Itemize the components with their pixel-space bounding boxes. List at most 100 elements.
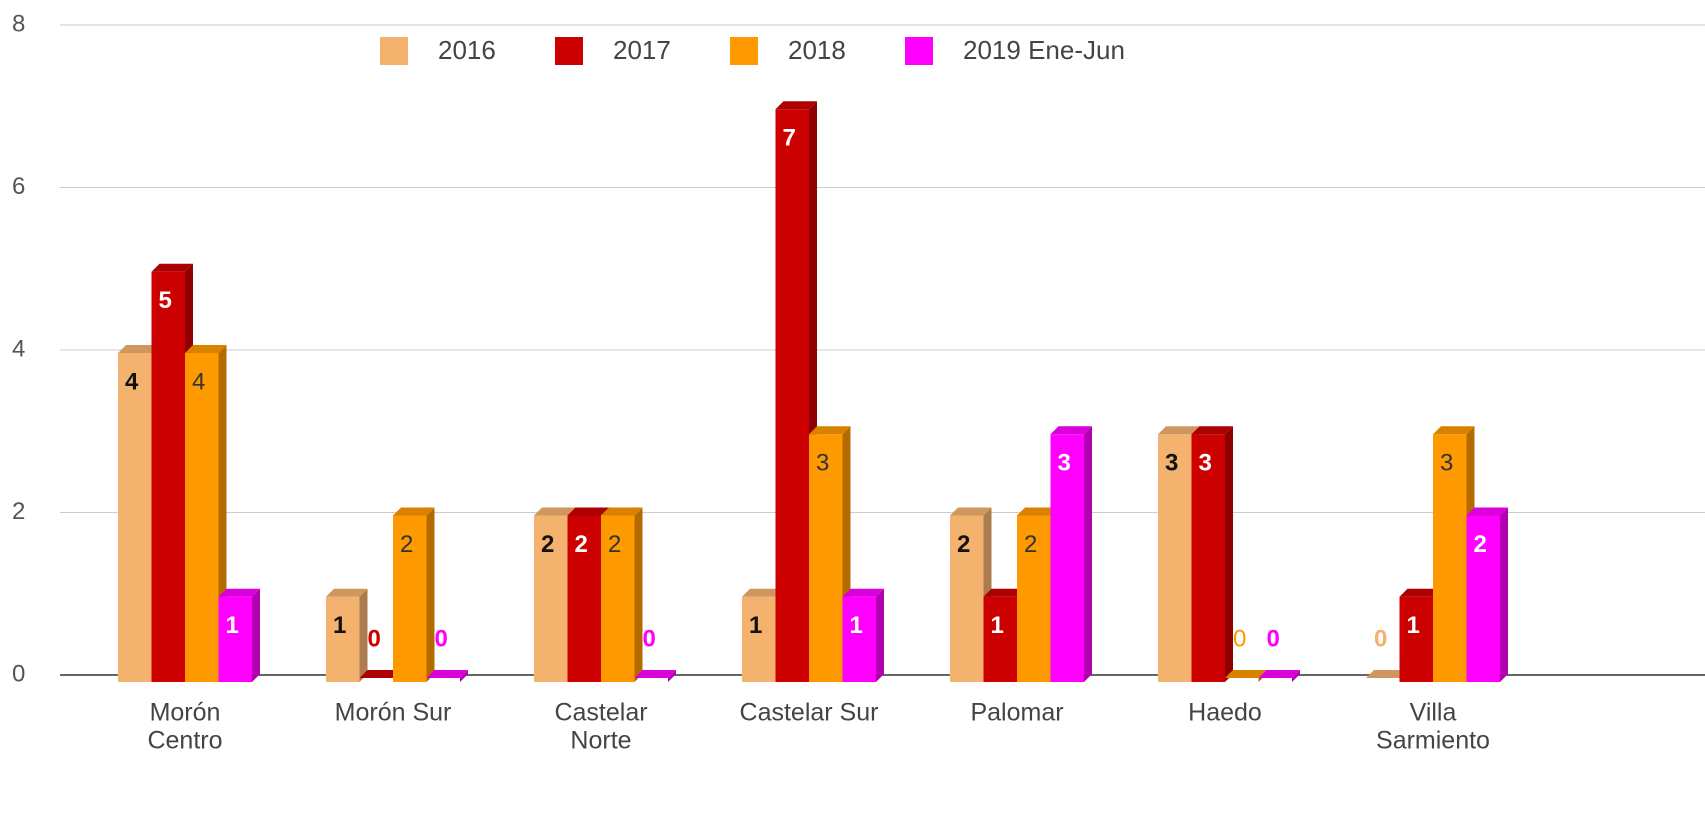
- bar-top: [567, 507, 609, 516]
- x-tick-label: Haedo: [1188, 699, 1262, 727]
- bar-top: [326, 588, 368, 597]
- bar-top: [983, 588, 1025, 597]
- bar: [326, 588, 368, 682]
- y-tick-label: 6: [12, 173, 25, 200]
- legend-label: 2018: [788, 35, 846, 65]
- bar: [634, 670, 676, 682]
- bar-front: [218, 596, 252, 682]
- bar-top: [742, 588, 784, 597]
- value-label: 2: [400, 531, 413, 558]
- legend-label: 2019 Ene-Jun: [963, 35, 1125, 65]
- bar-top: [809, 426, 851, 435]
- x-tick-label: Centro: [147, 727, 222, 755]
- bar-front: [1466, 515, 1500, 682]
- bar-top: [1433, 426, 1475, 435]
- value-label: 2: [608, 531, 621, 558]
- bar: [218, 588, 260, 682]
- bar: [1050, 426, 1092, 682]
- bar-front: [118, 353, 152, 682]
- value-label: 2: [541, 531, 554, 558]
- x-tick-label: Norte: [570, 727, 631, 755]
- value-label: 3: [1199, 450, 1212, 477]
- x-tick-label: Villa: [1410, 699, 1457, 727]
- bar-top: [426, 670, 468, 678]
- value-label: 5: [159, 287, 172, 314]
- value-label: 2: [575, 531, 588, 558]
- value-label: 1: [226, 612, 239, 639]
- bar-side: [1500, 507, 1508, 682]
- bar-top: [151, 263, 193, 272]
- bar-front: [151, 271, 185, 682]
- legend-swatch: [380, 37, 408, 65]
- bar-top: [842, 588, 884, 597]
- bar: [950, 507, 992, 682]
- x-tick-label: Sarmiento: [1376, 727, 1490, 755]
- bar-top: [185, 345, 227, 353]
- bar-front: [842, 596, 876, 682]
- bar-top: [1191, 426, 1233, 435]
- bar-top: [118, 345, 160, 353]
- bar: [1191, 426, 1233, 682]
- bar: [809, 426, 851, 682]
- value-label: 1: [333, 612, 346, 639]
- y-tick-label: 8: [12, 10, 25, 37]
- value-label: 1: [749, 612, 762, 639]
- value-label: 0: [1267, 625, 1280, 652]
- y-tick-label: 4: [12, 335, 25, 362]
- bar-top: [1225, 670, 1267, 678]
- bar-top: [1017, 507, 1059, 516]
- x-tick-label: Morón Sur: [335, 699, 452, 727]
- value-label: 2: [1474, 531, 1487, 558]
- bar-top: [534, 507, 576, 516]
- bar-front: [1158, 434, 1192, 682]
- value-label: 2: [957, 531, 970, 558]
- y-tick-label: 0: [12, 660, 25, 687]
- bar-top: [601, 507, 643, 516]
- bar-top: [359, 670, 401, 678]
- bar-front: [1191, 434, 1225, 682]
- bar-front: [534, 515, 568, 682]
- bar-side: [252, 588, 260, 682]
- value-label: 7: [783, 125, 796, 152]
- bar-side: [634, 507, 643, 682]
- bar-side: [1292, 670, 1300, 682]
- bar-top: [1050, 426, 1092, 435]
- bar-top: [218, 588, 260, 597]
- bar-top: [1366, 670, 1408, 678]
- value-label: 1: [850, 612, 863, 639]
- x-tick-label: Castelar Sur: [740, 699, 879, 727]
- x-tick-label: Morón: [150, 699, 221, 727]
- value-label: 2: [1024, 531, 1037, 558]
- bar-top: [634, 670, 676, 678]
- value-label: 1: [991, 612, 1004, 639]
- value-label: 0: [435, 625, 448, 652]
- legend-label: 2016: [438, 35, 496, 65]
- bar-front: [1017, 515, 1051, 682]
- legend-swatch: [730, 37, 758, 65]
- bar-top: [393, 507, 435, 516]
- legend-swatch: [905, 37, 933, 65]
- bar-top: [1258, 670, 1300, 678]
- value-label: 4: [192, 368, 205, 395]
- bar-front: [601, 515, 635, 682]
- bar-side: [460, 670, 468, 682]
- bar-front: [326, 596, 360, 682]
- x-tick-label: Palomar: [970, 699, 1063, 727]
- value-label: 3: [816, 450, 829, 477]
- legend-swatch: [555, 37, 583, 65]
- bar-front: [742, 596, 776, 682]
- bar-front: [809, 434, 843, 682]
- bar-side: [668, 670, 676, 682]
- bar-side: [1225, 426, 1233, 682]
- x-tick-label: Castelar: [554, 699, 647, 727]
- bar: [601, 507, 643, 682]
- value-label: 3: [1165, 450, 1178, 477]
- bar-top: [1158, 426, 1200, 435]
- bar-front: [393, 515, 427, 682]
- value-label: 3: [1058, 450, 1071, 477]
- bar-front: [775, 109, 809, 682]
- value-label: 0: [1374, 625, 1387, 652]
- bar-front: [950, 515, 984, 682]
- value-label: 4: [125, 368, 139, 395]
